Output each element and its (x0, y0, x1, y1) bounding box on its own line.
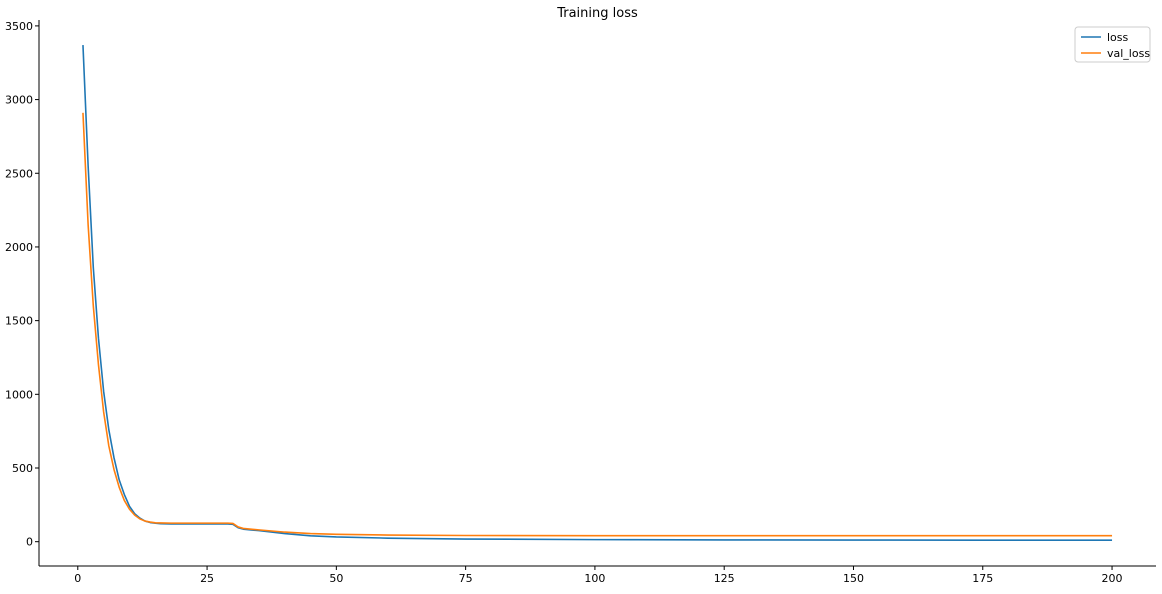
y-tick-label: 0 (26, 536, 33, 549)
series-line-loss (82, 45, 1113, 542)
y-tick-label: 1000 (5, 388, 33, 401)
x-tick-label: 25 (200, 572, 214, 585)
x-tick-label: 150 (843, 572, 864, 585)
legend: loss val_loss (1074, 26, 1151, 63)
x-tick-label: 100 (584, 572, 605, 585)
x-tick-label: 0 (74, 572, 81, 585)
chart-title: Training loss (556, 6, 638, 21)
y-tick-label: 3000 (5, 94, 33, 107)
legend-label-loss: loss (1107, 31, 1129, 44)
y-tick-label: 2000 (5, 241, 33, 254)
x-tick-label: 175 (972, 572, 993, 585)
series-line-val-loss (82, 112, 1113, 537)
x-tick-label: 125 (714, 572, 735, 585)
y-tick-label: 1500 (5, 315, 33, 328)
x-tick-label: 75 (459, 572, 473, 585)
y-tick-label: 3500 (5, 20, 33, 33)
y-tick-label: 500 (12, 462, 33, 475)
x-tick-label: 50 (329, 572, 343, 585)
series-lines (82, 45, 1113, 542)
axes: 0 25 50 75 100 125 150 175 200050010001500200025… (5, 20, 1156, 585)
x-tick-label: 200 (1102, 572, 1123, 585)
legend-label-val-loss: val_loss (1107, 47, 1150, 60)
y-tick-label: 2500 (5, 167, 33, 180)
